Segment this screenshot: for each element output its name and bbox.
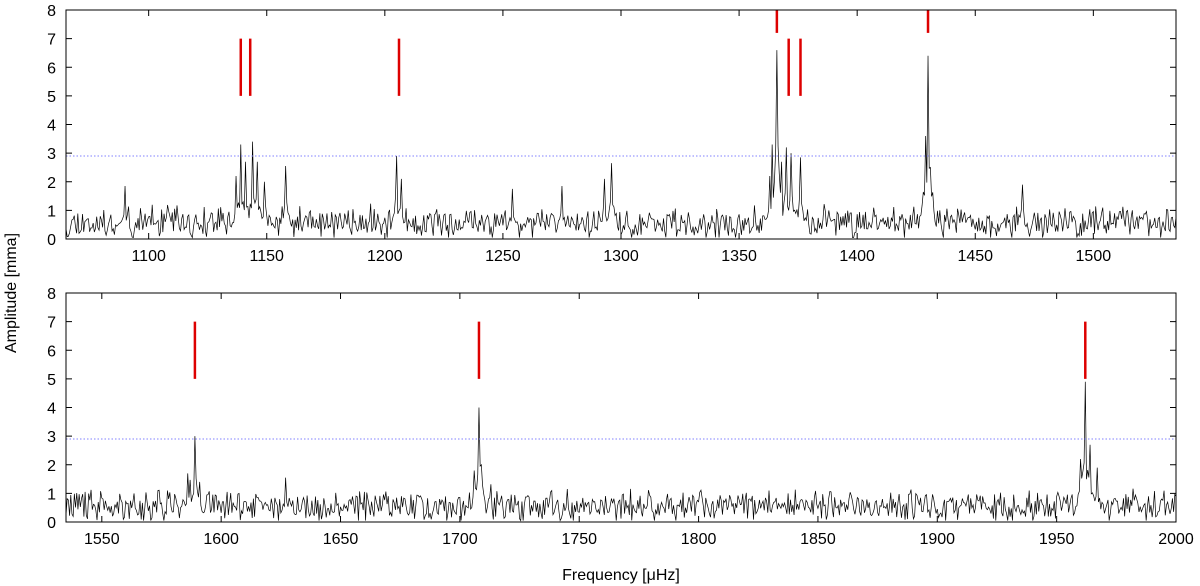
y-tick-label-top-7: 7 (47, 32, 56, 49)
x-tick-label-bottom-1700: 1700 (442, 531, 478, 548)
y-tick-label-top-3: 3 (47, 146, 56, 163)
plot-frame-bottom (65, 292, 1177, 523)
y-tick-label-top-0: 0 (47, 232, 56, 249)
x-tick-label-bottom-1600: 1600 (203, 531, 239, 548)
x-tick-label-top-1450: 1450 (957, 248, 993, 265)
y-tick-label-bottom-1: 1 (47, 486, 56, 503)
x-tick-label-bottom-1950: 1950 (1039, 531, 1075, 548)
x-tick-label-bottom-1850: 1850 (800, 531, 836, 548)
x-tick-label-top-1500: 1500 (1076, 248, 1112, 265)
y-tick-label-bottom-2: 2 (47, 458, 56, 475)
x-tick-label-bottom-1800: 1800 (681, 531, 717, 548)
x-tick-label-top-1100: 1100 (131, 248, 166, 265)
y-tick-label-bottom-6: 6 (47, 343, 56, 360)
x-tick-label-top-1200: 1200 (367, 248, 403, 265)
x-tick-label-bottom-1650: 1650 (323, 531, 359, 548)
y-tick-label-bottom-3: 3 (47, 429, 56, 446)
y-tick-label-top-1: 1 (47, 203, 56, 220)
x-tick-label-top-1300: 1300 (603, 248, 639, 265)
y-tick-label-bottom-8: 8 (47, 286, 56, 303)
x-tick-label-top-1250: 1250 (485, 248, 521, 265)
y-axis-label: Amplitude [mma] (3, 233, 20, 353)
amplitude-spectrum-top (65, 50, 1177, 239)
y-tick-label-bottom-0: 0 (47, 515, 56, 532)
y-tick-label-top-2: 2 (47, 175, 56, 192)
x-axis-label: Frequency [μHz] (562, 567, 680, 584)
plot-frame-top (65, 9, 1177, 240)
y-tick-label-top-8: 8 (47, 3, 56, 20)
x-tick-label-top-1400: 1400 (839, 248, 875, 265)
y-tick-label-top-5: 5 (47, 89, 56, 106)
y-tick-label-bottom-5: 5 (47, 372, 56, 389)
amplitude-spectrum-bottom (65, 381, 1177, 522)
y-tick-label-top-4: 4 (47, 118, 56, 135)
y-tick-label-top-6: 6 (47, 60, 56, 77)
x-tick-label-bottom-1550: 1550 (84, 531, 120, 548)
x-tick-label-top-1150: 1150 (250, 248, 285, 265)
top-panel: 1100 1150 1200 1250 1300 1350 1400 1450 1500 0 1 2 3… (47, 3, 1177, 265)
x-tick-label-top-1350: 1350 (721, 248, 757, 265)
x-tick-label-bottom-1750: 1750 (561, 531, 597, 548)
x-tick-label-bottom-1900: 1900 (919, 531, 955, 548)
x-tick-label-bottom-2000: 2000 (1158, 531, 1194, 548)
y-tick-label-bottom-4: 4 (47, 401, 56, 418)
bottom-panel: 1550 1600 1650 1700 1750 1800 1850 1900 1950 2000… (47, 286, 1194, 548)
y-tick-label-bottom-7: 7 (47, 315, 56, 332)
